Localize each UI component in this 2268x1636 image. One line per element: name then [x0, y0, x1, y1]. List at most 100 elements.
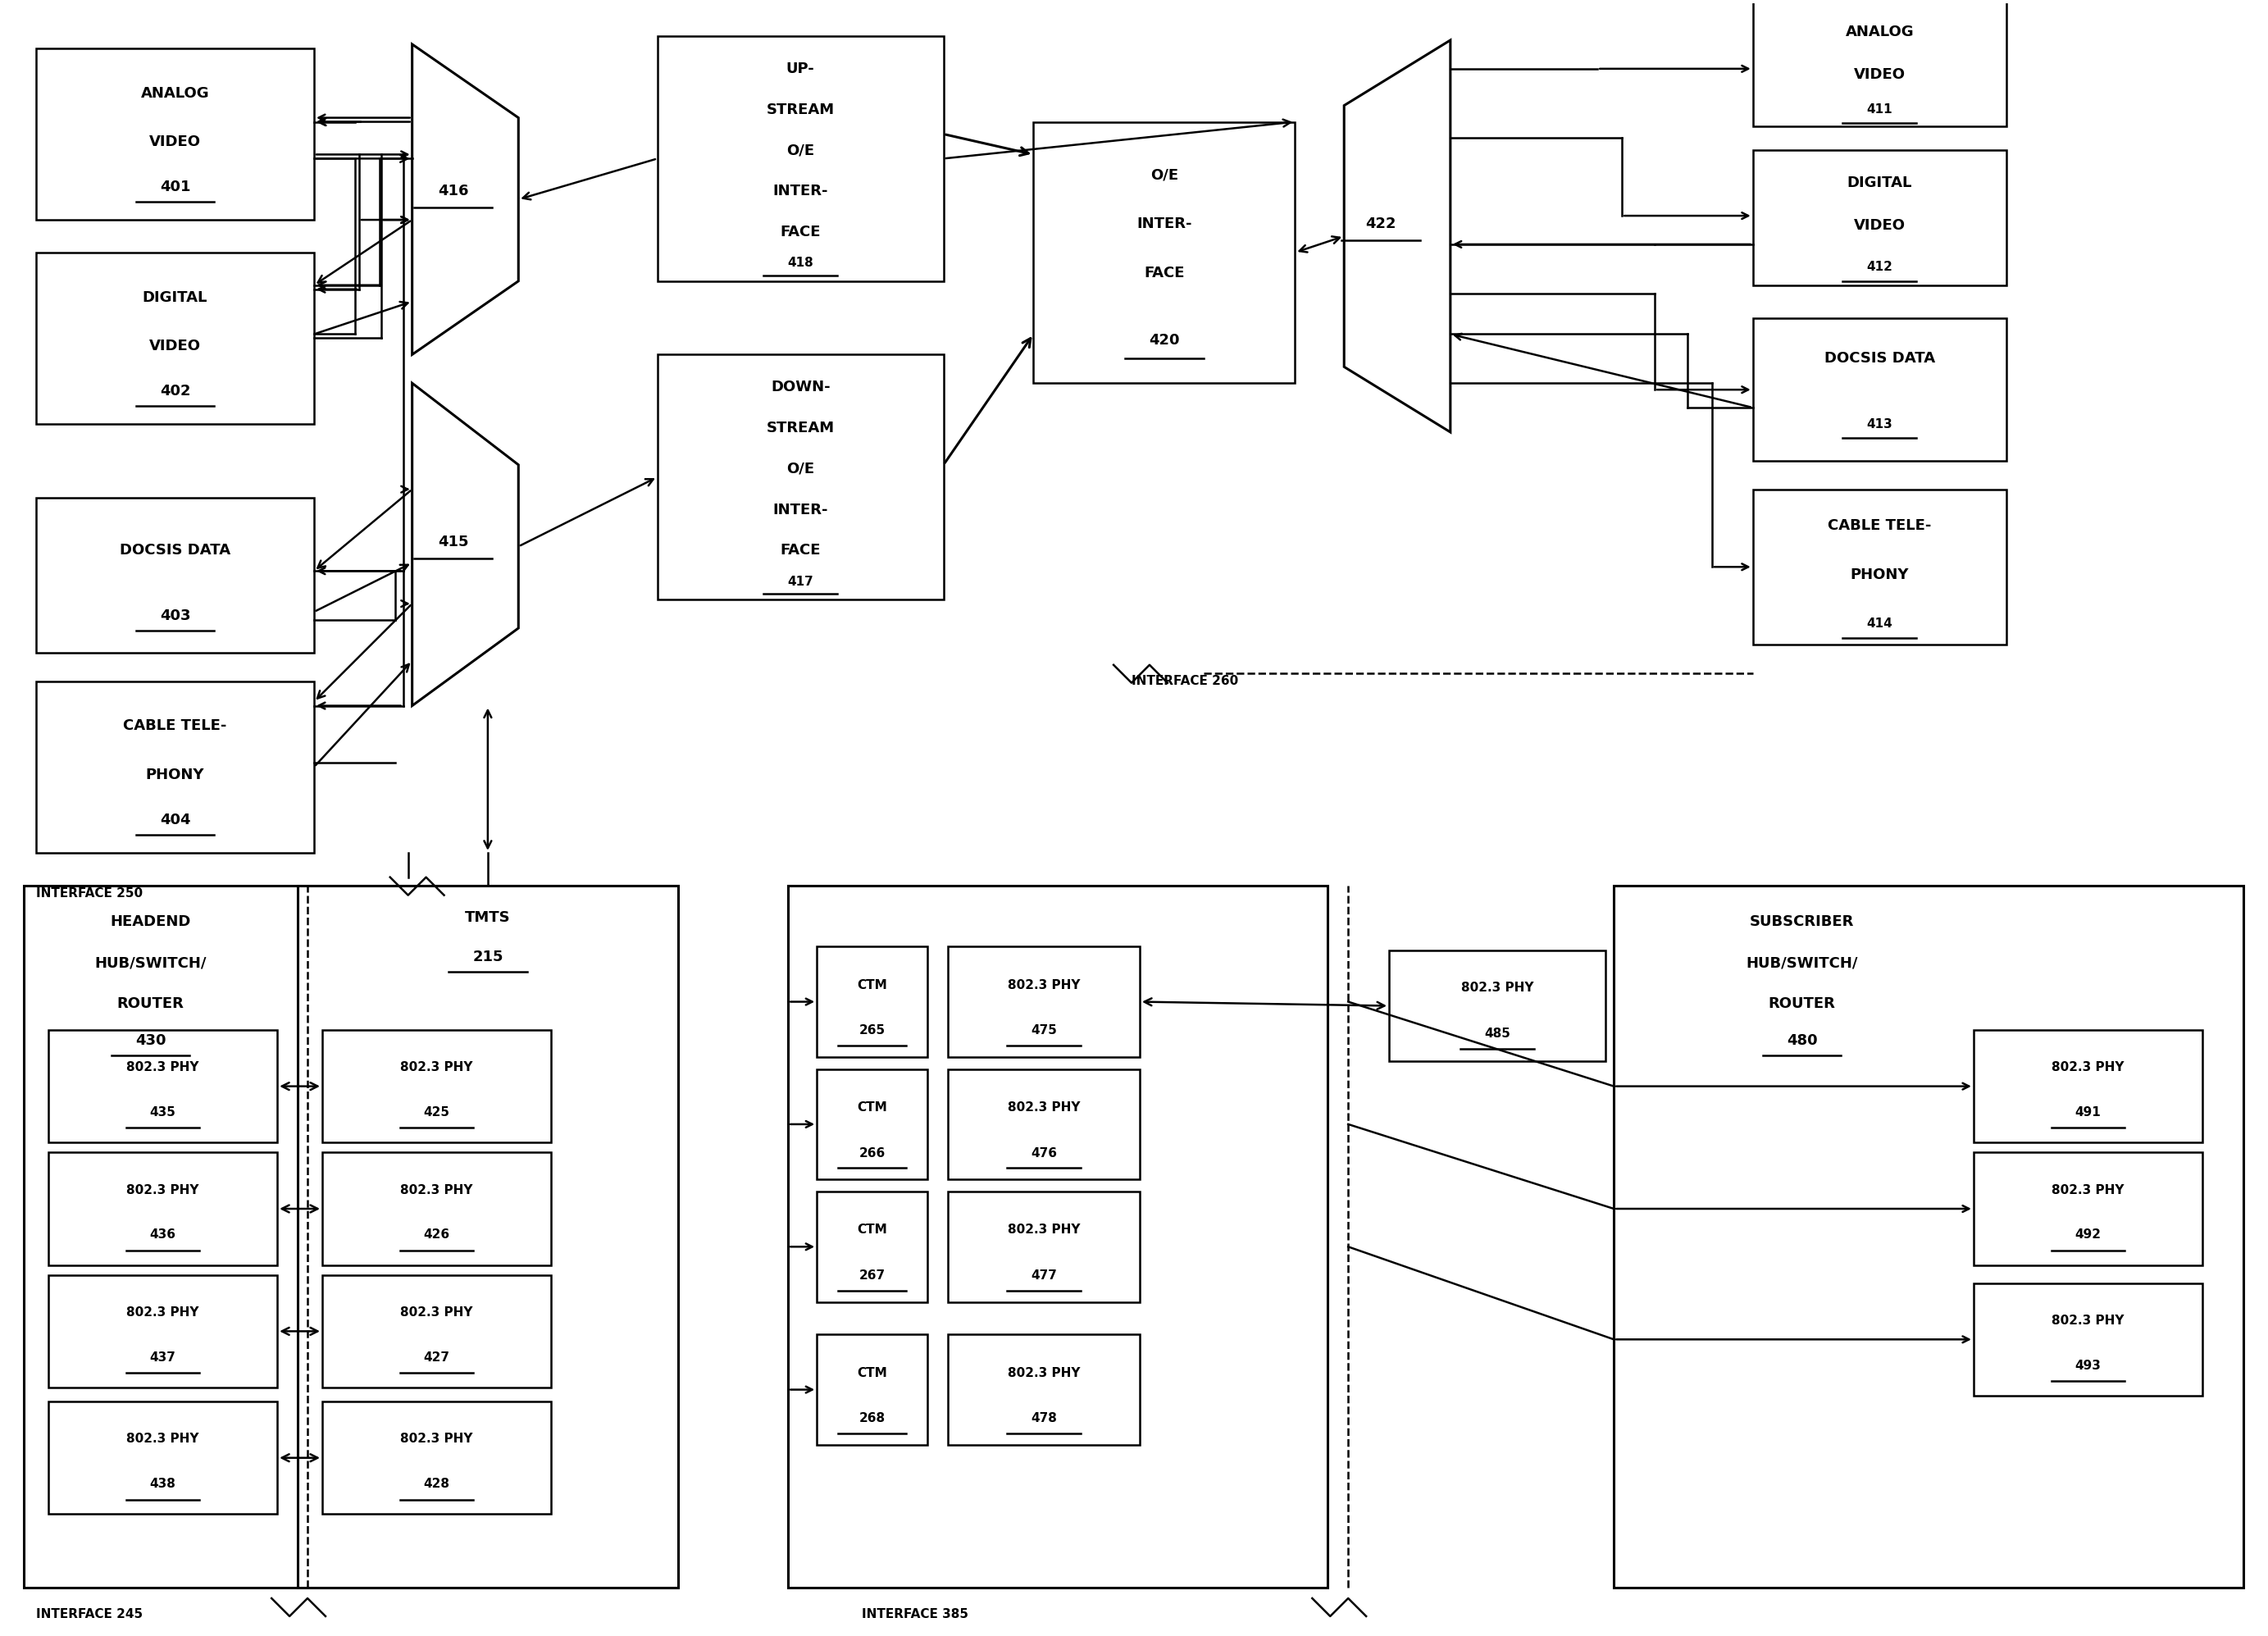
- Text: 422: 422: [1365, 216, 1397, 231]
- Text: 435: 435: [150, 1106, 177, 1119]
- FancyBboxPatch shape: [36, 681, 313, 852]
- Text: TMTS: TMTS: [465, 911, 510, 926]
- FancyBboxPatch shape: [816, 1335, 928, 1445]
- FancyBboxPatch shape: [1753, 489, 2007, 645]
- Text: ROUTER: ROUTER: [118, 996, 184, 1011]
- Text: 401: 401: [159, 180, 191, 195]
- Text: 404: 404: [159, 813, 191, 828]
- FancyBboxPatch shape: [1973, 1152, 2202, 1265]
- Text: 403: 403: [159, 609, 191, 623]
- FancyBboxPatch shape: [1034, 121, 1295, 383]
- Text: VIDEO: VIDEO: [150, 339, 202, 353]
- Text: 802.3 PHY: 802.3 PHY: [2053, 1314, 2125, 1327]
- Text: 268: 268: [860, 1412, 885, 1425]
- Polygon shape: [1345, 41, 1449, 432]
- Text: 418: 418: [787, 257, 814, 270]
- Text: DIGITAL: DIGITAL: [1846, 175, 1912, 190]
- FancyBboxPatch shape: [322, 1402, 551, 1515]
- Text: 802.3 PHY: 802.3 PHY: [1461, 982, 1533, 993]
- Text: 802.3 PHY: 802.3 PHY: [1007, 1101, 1080, 1114]
- FancyBboxPatch shape: [1973, 1283, 2202, 1396]
- Text: CABLE TELE-: CABLE TELE-: [122, 718, 227, 733]
- FancyBboxPatch shape: [322, 1274, 551, 1387]
- Text: 802.3 PHY: 802.3 PHY: [127, 1184, 200, 1196]
- Text: 436: 436: [150, 1229, 177, 1242]
- FancyBboxPatch shape: [1388, 951, 1606, 1060]
- FancyBboxPatch shape: [658, 36, 943, 281]
- Text: CABLE TELE-: CABLE TELE-: [1828, 519, 1932, 533]
- Text: FACE: FACE: [1143, 265, 1184, 280]
- Text: 476: 476: [1030, 1147, 1057, 1160]
- FancyBboxPatch shape: [1753, 0, 2007, 126]
- Text: STREAM: STREAM: [767, 101, 835, 116]
- Text: 266: 266: [860, 1147, 885, 1160]
- Text: INTERFACE 260: INTERFACE 260: [1132, 676, 1238, 687]
- Text: 414: 414: [1867, 618, 1892, 630]
- FancyBboxPatch shape: [1615, 885, 2243, 1587]
- Text: O/E: O/E: [1150, 167, 1179, 182]
- Text: INTERFACE 245: INTERFACE 245: [36, 1608, 143, 1621]
- FancyBboxPatch shape: [789, 885, 1327, 1587]
- Text: 402: 402: [159, 384, 191, 399]
- FancyBboxPatch shape: [36, 49, 313, 219]
- FancyBboxPatch shape: [948, 947, 1141, 1057]
- FancyBboxPatch shape: [322, 1031, 551, 1142]
- Text: 413: 413: [1867, 417, 1892, 430]
- Text: 492: 492: [2075, 1229, 2100, 1242]
- Text: DOCSIS DATA: DOCSIS DATA: [120, 543, 231, 558]
- FancyBboxPatch shape: [816, 947, 928, 1057]
- Text: UP-: UP-: [787, 62, 814, 77]
- Text: VIDEO: VIDEO: [1853, 218, 1905, 232]
- Text: DIGITAL: DIGITAL: [143, 290, 209, 304]
- Text: O/E: O/E: [787, 142, 814, 157]
- Text: 802.3 PHY: 802.3 PHY: [127, 1433, 200, 1445]
- FancyBboxPatch shape: [297, 885, 678, 1587]
- Text: 802.3 PHY: 802.3 PHY: [401, 1306, 474, 1319]
- FancyBboxPatch shape: [816, 1068, 928, 1180]
- Text: 485: 485: [1483, 1027, 1510, 1040]
- Text: 411: 411: [1867, 103, 1892, 116]
- Text: HEADEND: HEADEND: [111, 915, 191, 929]
- Polygon shape: [413, 383, 519, 705]
- Text: 267: 267: [860, 1270, 885, 1283]
- Text: 802.3 PHY: 802.3 PHY: [401, 1062, 474, 1073]
- Text: 420: 420: [1150, 334, 1179, 348]
- Text: 802.3 PHY: 802.3 PHY: [1007, 1366, 1080, 1379]
- Text: 802.3 PHY: 802.3 PHY: [401, 1184, 474, 1196]
- Text: 417: 417: [787, 576, 814, 587]
- Text: INTERFACE 385: INTERFACE 385: [862, 1608, 968, 1621]
- Polygon shape: [413, 44, 519, 355]
- Text: 802.3 PHY: 802.3 PHY: [127, 1062, 200, 1073]
- FancyBboxPatch shape: [48, 1402, 277, 1515]
- Text: 425: 425: [424, 1106, 449, 1119]
- Text: FACE: FACE: [780, 224, 821, 239]
- FancyBboxPatch shape: [948, 1068, 1141, 1180]
- Text: 802.3 PHY: 802.3 PHY: [401, 1433, 474, 1445]
- Text: ANALOG: ANALOG: [1846, 25, 1914, 39]
- Text: DOCSIS DATA: DOCSIS DATA: [1823, 352, 1935, 366]
- FancyBboxPatch shape: [658, 355, 943, 599]
- Text: CTM: CTM: [857, 1101, 887, 1114]
- Text: VIDEO: VIDEO: [1853, 67, 1905, 82]
- Text: 428: 428: [424, 1477, 449, 1490]
- Text: PHONY: PHONY: [1851, 568, 1910, 582]
- FancyBboxPatch shape: [1753, 151, 2007, 285]
- Text: STREAM: STREAM: [767, 420, 835, 435]
- Text: 493: 493: [2075, 1360, 2100, 1371]
- Text: 802.3 PHY: 802.3 PHY: [1007, 978, 1080, 991]
- FancyBboxPatch shape: [816, 1191, 928, 1302]
- Text: 412: 412: [1867, 262, 1892, 273]
- FancyBboxPatch shape: [48, 1031, 277, 1142]
- Text: 426: 426: [424, 1229, 449, 1242]
- Text: CTM: CTM: [857, 1366, 887, 1379]
- Text: O/E: O/E: [787, 461, 814, 476]
- Text: DOWN-: DOWN-: [771, 380, 830, 394]
- Text: INTER-: INTER-: [773, 502, 828, 517]
- Text: ANALOG: ANALOG: [141, 85, 209, 101]
- Text: 802.3 PHY: 802.3 PHY: [1007, 1224, 1080, 1237]
- Text: 265: 265: [860, 1024, 885, 1037]
- FancyBboxPatch shape: [1753, 317, 2007, 461]
- Text: FACE: FACE: [780, 543, 821, 558]
- Text: HUB/SWITCH/: HUB/SWITCH/: [1746, 955, 1857, 970]
- Text: 802.3 PHY: 802.3 PHY: [2053, 1184, 2125, 1196]
